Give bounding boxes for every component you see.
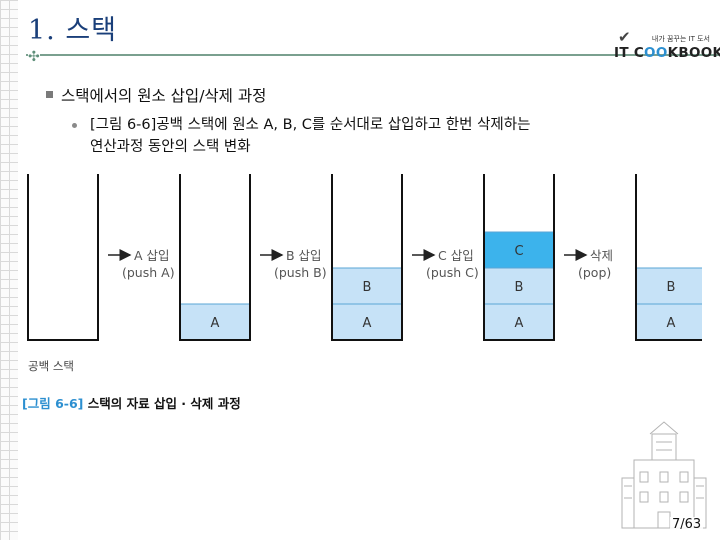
stack-cell-label: A (211, 316, 220, 331)
stack-cell-label: B (667, 280, 676, 295)
bullet-main: 스택에서의 원소 삽입/삭제 과정 (46, 84, 266, 106)
building-illustration (621, 421, 707, 529)
ornament-icon: ✣ (28, 49, 40, 65)
logo-brand-suffix: KBOOK (667, 45, 720, 61)
check-icon: ✔ (618, 28, 631, 46)
stack-cell-label: A (667, 316, 676, 331)
caption-number: [그림 6-6] (22, 396, 84, 411)
stack-cell (483, 267, 555, 305)
stack-cell (331, 267, 403, 305)
operation-detail: (push B) (274, 265, 327, 280)
stack-5: AB (635, 174, 702, 341)
stack-walls (635, 174, 702, 341)
bullet-main-text: 스택에서의 원소 삽입/삭제 과정 (61, 87, 267, 105)
stack-walls (27, 174, 99, 341)
stack-cell (179, 303, 251, 341)
stack-walls (331, 174, 403, 341)
stack-2: A (179, 174, 251, 341)
operation-1: A 삽입 (push A) (108, 248, 175, 280)
grid-decoration-strip (0, 0, 18, 540)
operation-detail: (push A) (122, 265, 175, 280)
operation-2: B 삽입 (push B) (260, 248, 327, 280)
operation-name: 삭제 (590, 248, 613, 263)
square-bullet-icon (46, 91, 53, 98)
title-divider (26, 54, 720, 56)
it-cookbook-logo: ✔ 내가 꿈꾸는 IT 도서 IT COOKBOOK (614, 28, 720, 66)
stack-cell-label: A (515, 316, 524, 331)
bullet-sub-line1: [그림 6-6]공백 스택에 원소 A, B, C를 순서대로 삽입하고 한번 … (90, 117, 531, 133)
operation-detail: (push C) (426, 265, 479, 280)
stack-4: A B C (483, 174, 555, 341)
stack-walls (179, 174, 251, 341)
figure-caption: [그림 6-6] 스택의 자료 삽입 · 삭제 과정 (22, 393, 241, 412)
logo-brand: IT COOKBOOK (614, 45, 720, 61)
caption-text: 스택의 자료 삽입 · 삭제 과정 (87, 396, 241, 411)
operation-name: C 삽입 (438, 248, 474, 263)
slide-title: 1. 스택 (28, 15, 118, 46)
empty-stack-label: 공백 스택 (28, 359, 74, 373)
stack-cell-label: A (363, 316, 372, 331)
stack-3: AB (331, 174, 403, 341)
stack-1 (27, 174, 99, 341)
operation-name: B 삽입 (286, 248, 322, 263)
bullet-sub-line2: 연산과정 동안의 스택 변화 (90, 139, 251, 155)
stack-cell (635, 267, 702, 305)
stack-cell (483, 231, 555, 269)
stack-cell-label: C (514, 244, 523, 259)
logo-tagline: 내가 꿈꾸는 IT 도서 (651, 35, 710, 43)
operation-4: 삭제 (pop) (564, 248, 613, 280)
stack-walls (483, 174, 555, 341)
logo-brand-oo: OO (644, 45, 668, 61)
operation-name: A 삽입 (134, 248, 170, 263)
stack-cell-label: B (363, 280, 372, 295)
operation-detail: (pop) (578, 265, 611, 280)
page-number: 7/63 (670, 517, 704, 532)
round-bullet-icon (72, 123, 77, 128)
stack-cell-label: B (515, 280, 524, 295)
logo-brand-prefix: IT C (614, 45, 645, 61)
operation-3: C 삽입 (push C) (412, 248, 479, 280)
